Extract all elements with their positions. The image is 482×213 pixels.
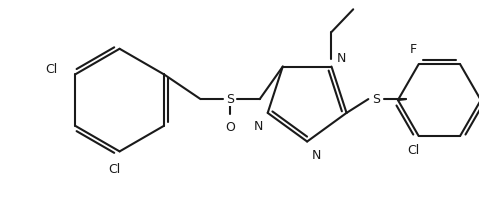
Text: Cl: Cl — [45, 63, 57, 76]
Text: N: N — [336, 52, 346, 65]
Text: Cl: Cl — [408, 144, 420, 157]
Text: S: S — [226, 93, 234, 106]
Text: O: O — [225, 121, 235, 134]
Text: N: N — [312, 149, 321, 162]
Text: S: S — [372, 93, 380, 106]
Text: Cl: Cl — [108, 163, 121, 176]
Text: F: F — [410, 43, 417, 56]
Text: N: N — [254, 120, 263, 133]
